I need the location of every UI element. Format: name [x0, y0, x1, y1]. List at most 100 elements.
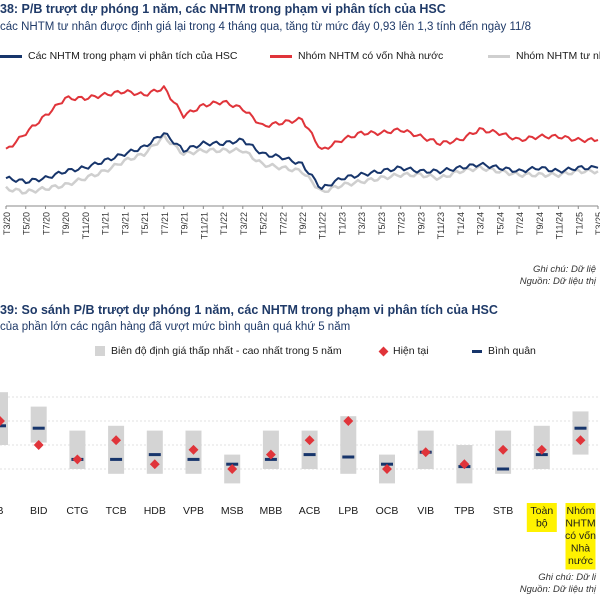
- chart2-range-bar: [108, 425, 125, 474]
- chart1-x-tick-label: T3/24: [476, 212, 486, 235]
- legend-swatch-current: [378, 346, 389, 356]
- chart1-x-tick-label: T1/23: [337, 212, 347, 235]
- chart2-category-label: Nhà: [571, 543, 590, 555]
- legend-item-average: Bình quân: [472, 345, 536, 357]
- chart1-x-tick-label: T5/22: [259, 212, 269, 235]
- chart1-x-tick-label: T11/23: [436, 212, 446, 239]
- chart1-x-tick-label: T1/22: [219, 212, 229, 235]
- chart1-x-tick-label: T3/21: [120, 212, 130, 235]
- chart2-source: Nguồn: Dữ liệu thị: [519, 584, 596, 595]
- chart2-average-marker: [32, 426, 45, 430]
- legend-label-state: Nhóm NHTM có vốn Nhà nước: [298, 50, 444, 62]
- chart2-category-label: TPB: [454, 505, 474, 517]
- chart2-category-label: MSB: [221, 505, 244, 517]
- chart1-x-tick-label: T3/20: [2, 212, 12, 235]
- chart2-category-label: ACB: [299, 505, 321, 517]
- chart2-current-marker: [227, 464, 238, 474]
- chart1-x-tick-label: T11/21: [199, 212, 209, 239]
- chart2-current-marker: [188, 444, 199, 455]
- chart1-x-tick-label: T9/23: [416, 212, 426, 235]
- legend-item-current: Hiện tại: [378, 345, 429, 357]
- chart2-current-marker: [459, 459, 470, 470]
- chart2-current-marker: [111, 435, 122, 446]
- chart1-series-line-2: [5, 133, 599, 195]
- chart1-x-tick-label: T9/21: [180, 212, 190, 235]
- chart1-x-tick-label: T7/22: [278, 212, 288, 235]
- chart2-category-label: VPB: [183, 505, 204, 517]
- chart1-line-chart: T3/20 T5/20 T7/20 T9/20 T11/20 T1/21 T3/21 T5/2…: [2, 85, 600, 239]
- chart1-series-line-0: [5, 132, 599, 190]
- chart2-current-marker: [536, 444, 547, 455]
- chart2-category-highlight: [565, 503, 596, 570]
- chart2-range-bar: [30, 406, 47, 443]
- chart1-x-tick-label: T3/25: [594, 212, 600, 235]
- chart2-average-marker: [187, 457, 200, 461]
- chart1-x-tick-label: T5/23: [377, 212, 387, 235]
- chart2-category-label: nước: [568, 555, 593, 567]
- chart2-average-marker: [342, 455, 355, 459]
- chart1-x-tick-label: T5/21: [140, 212, 150, 235]
- chart2-current-marker: [304, 435, 315, 446]
- legend-item-private: Nhóm NHTM tư nhân: [488, 50, 600, 62]
- chart1-x-tick-label: T9/20: [61, 212, 71, 235]
- chart1-x-tick-label: T7/23: [397, 212, 407, 235]
- chart2-category-label: Toàn: [530, 505, 553, 517]
- chart2-subtitle: của phần lớn các ngân hàng đã vượt mức b…: [0, 321, 351, 333]
- chart2-category-label: có vốn: [565, 530, 596, 542]
- legend-label-average: Bình quân: [488, 345, 536, 357]
- chart2-category-label: LPB: [338, 505, 358, 517]
- legend-swatch-range: [95, 346, 105, 356]
- chart1-x-tick-label: T7/20: [41, 212, 51, 235]
- chart1-title: 38: P/B trượt dự phóng 1 năm, các NHTM t…: [0, 2, 446, 16]
- chart1-source: Nguồn: Dữ liệu thị: [519, 276, 596, 287]
- legend-label-private: Nhóm NHTM tư nhân: [516, 50, 600, 62]
- legend-item-state: Nhóm NHTM có vốn Nhà nước: [270, 50, 443, 62]
- chart2-current-marker: [149, 459, 160, 470]
- chart1-x-tick-label: T1/24: [456, 212, 466, 235]
- chart2-category-label: bộ: [536, 518, 548, 530]
- chart2-range-bar: [572, 411, 589, 455]
- chart2-category-label: OCB: [376, 505, 399, 517]
- chart2-current-marker: [420, 447, 431, 458]
- chart1-x-tick-label: T7/21: [160, 212, 170, 235]
- chart1-note: Ghi chú: Dữ liệ: [532, 264, 596, 275]
- legend-label-hsc: Các NHTM trong phạm vi phân tích của HSC: [28, 50, 238, 62]
- chart1-x-tick-label: T5/20: [22, 212, 32, 235]
- chart2-average-marker: [148, 453, 161, 457]
- chart2-category-label: CTG: [66, 505, 88, 517]
- chart2-range-bar: [0, 392, 8, 445]
- chart2-average-marker: [303, 453, 316, 457]
- chart2-average-marker: [497, 467, 510, 471]
- chart2-category-label: NHTM: [565, 518, 595, 530]
- chart2-category-label: B: [0, 505, 4, 517]
- legend-swatch-hsc: [0, 54, 22, 58]
- legend-item-range: Biên độ định giá thấp nhất - cao nhất tr…: [95, 345, 342, 357]
- chart2-title: 39: So sánh P/B trượt dự phóng 1 năm, cá…: [0, 303, 498, 317]
- chart2-category-label: STB: [493, 505, 513, 517]
- chart2-category-label: VIB: [417, 505, 434, 517]
- chart2-range-bar: [146, 430, 163, 474]
- chart1-subtitle: các NHTM tư nhân được định giá lại trong…: [0, 21, 532, 33]
- chart1-x-tick-label: T5/24: [495, 212, 505, 235]
- chart2-current-marker: [498, 444, 509, 455]
- chart2-note: Ghi chú: Dữ li: [538, 572, 596, 583]
- chart2-category-label: BID: [30, 505, 48, 517]
- chart2-current-marker: [72, 454, 83, 465]
- chart1-x-tick-label: T9/24: [535, 212, 545, 235]
- chart2-category-label: HDB: [144, 505, 166, 517]
- chart2-average-marker: [110, 457, 123, 461]
- legend-swatch-private: [488, 54, 510, 58]
- chart2-category-label: MBB: [260, 505, 283, 517]
- legend-swatch-state: [270, 54, 292, 58]
- legend-label-current: Hiện tại: [393, 345, 429, 357]
- legend-item-hsc: Các NHTM trong phạm vi phân tích của HSC: [0, 50, 238, 62]
- chart1-x-tick-label: T11/24: [555, 212, 565, 239]
- chart2-average-marker: [574, 426, 587, 430]
- legend-label-range: Biên độ định giá thấp nhất - cao nhất tr…: [111, 345, 342, 357]
- chart2-category-highlight: [526, 503, 557, 532]
- chart1-x-tick-label: T1/21: [101, 212, 111, 235]
- chart2-average-marker: [0, 424, 6, 428]
- chart1-x-tick-label: T11/20: [81, 212, 91, 239]
- chart1-x-tick-label: T11/22: [318, 212, 328, 239]
- chart1-x-tick-label: T3/23: [357, 212, 367, 235]
